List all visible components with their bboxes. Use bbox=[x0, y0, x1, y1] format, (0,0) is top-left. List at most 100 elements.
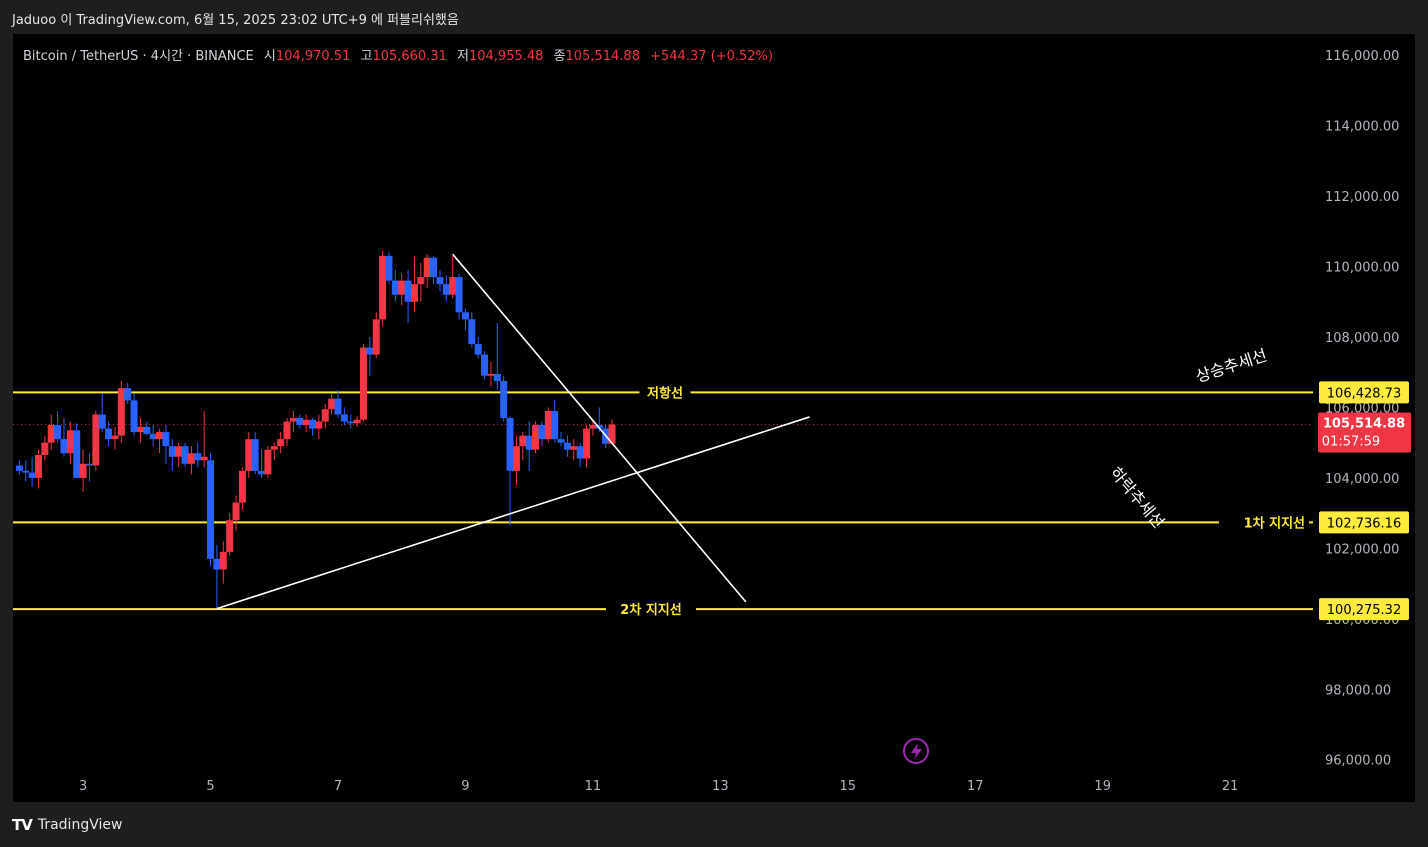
candle-body bbox=[506, 418, 514, 471]
top-bar: Jaduoo 이 TradingView.com, 6월 15, 2025 23… bbox=[0, 0, 1428, 34]
candle-body bbox=[47, 425, 55, 443]
candle-body bbox=[468, 319, 476, 345]
legend-high-label: 고 bbox=[360, 49, 373, 64]
level-price-label: 106,428.73 bbox=[1327, 386, 1401, 401]
chart-area[interactable]: 96,000.00 98,000.00 100,000.00 102,000.00 10… bbox=[13, 34, 1415, 802]
candle-body bbox=[168, 446, 176, 457]
candle-body bbox=[436, 277, 444, 285]
candle-body bbox=[519, 435, 527, 447]
candle-body bbox=[359, 347, 367, 420]
candle-body bbox=[60, 439, 68, 454]
level-label: 저항선 bbox=[647, 385, 683, 401]
candle-body bbox=[563, 442, 571, 450]
candle-body bbox=[187, 453, 195, 464]
candle-body bbox=[487, 373, 495, 376]
candle-body bbox=[181, 446, 189, 464]
price-chart[interactable]: 96,000.0098,000.00100,000.00102,000.0010… bbox=[13, 34, 1415, 802]
candle-body bbox=[117, 388, 125, 436]
candle-body bbox=[321, 409, 329, 422]
candle-body bbox=[589, 425, 597, 429]
level-label: 1차 지지선 bbox=[1244, 515, 1305, 531]
candle-body bbox=[474, 344, 482, 355]
legend-low: 104,955.48 bbox=[468, 49, 544, 64]
y-tick-label: 102,000.00 bbox=[1325, 542, 1399, 557]
candle-body bbox=[105, 428, 113, 440]
candle-body bbox=[143, 426, 151, 434]
candle-body bbox=[544, 410, 552, 440]
candle-body bbox=[315, 421, 323, 429]
candle-body bbox=[512, 446, 520, 471]
candle-body bbox=[162, 432, 170, 447]
price-countdown-label: 01:57:59 bbox=[1322, 435, 1380, 450]
candle-body bbox=[79, 463, 87, 478]
lightning-icon-ring bbox=[903, 738, 929, 764]
candle-body bbox=[334, 398, 342, 415]
y-tick-label: 108,000.00 bbox=[1325, 331, 1399, 346]
lightning-icon-bolt bbox=[911, 743, 922, 760]
candle-body bbox=[277, 439, 285, 447]
candle-body bbox=[130, 400, 138, 433]
publish-info: Jaduoo 이 TradingView.com, 6월 15, 2025 23… bbox=[12, 13, 459, 28]
x-tick-label: 13 bbox=[712, 779, 729, 794]
candle-body bbox=[461, 312, 469, 320]
level-price-label: 100,275.32 bbox=[1327, 603, 1401, 618]
level-price-tag bbox=[1319, 511, 1409, 534]
candle-body bbox=[207, 460, 215, 559]
lightning-icon[interactable] bbox=[903, 738, 929, 764]
candle-body bbox=[449, 277, 457, 295]
candle-body bbox=[576, 446, 584, 459]
candle-body bbox=[28, 472, 36, 478]
tradingview-logo[interactable]: TV TradingView bbox=[12, 816, 122, 834]
candle-body bbox=[283, 421, 291, 440]
candle-body bbox=[156, 432, 164, 440]
candle-body bbox=[538, 425, 546, 440]
candle-body bbox=[22, 470, 30, 473]
candle-body bbox=[309, 419, 317, 429]
candle-body bbox=[66, 430, 74, 454]
candle-body bbox=[398, 280, 406, 295]
trendline bbox=[216, 416, 810, 610]
legend-low-label: 저 bbox=[457, 49, 469, 64]
y-tick-label: 104,000.00 bbox=[1325, 472, 1399, 487]
candle-body bbox=[111, 435, 119, 440]
candle-body bbox=[391, 280, 399, 295]
last-price-label: 105,514.88 bbox=[1323, 417, 1405, 432]
candle-body bbox=[525, 435, 533, 450]
legend-close: 105,514.88 bbox=[565, 49, 640, 64]
x-tick-label: 9 bbox=[461, 779, 469, 794]
y-tick-label: 114,000.00 bbox=[1325, 120, 1399, 135]
candle-body bbox=[379, 255, 387, 320]
candle-body bbox=[270, 446, 278, 450]
level-price-tag bbox=[1319, 598, 1409, 621]
y-tick-label: 98,000.00 bbox=[1325, 683, 1391, 698]
candle-body bbox=[124, 388, 132, 401]
legend-change: +544.37 (+0.52%) bbox=[650, 49, 773, 64]
x-tick-label: 15 bbox=[840, 779, 857, 794]
candle-body bbox=[481, 354, 489, 376]
candle-body bbox=[347, 421, 355, 424]
legend-close-label: 종 bbox=[553, 49, 566, 64]
candle-body bbox=[175, 446, 183, 457]
candle-body bbox=[149, 433, 157, 440]
x-tick-label: 7 bbox=[334, 779, 342, 794]
candle-body bbox=[34, 454, 42, 478]
x-tick-label: 17 bbox=[967, 779, 984, 794]
candle-body bbox=[551, 410, 559, 440]
candle-body bbox=[353, 419, 361, 424]
candle-body bbox=[85, 463, 93, 466]
y-tick-label: 116,000.00 bbox=[1325, 49, 1399, 64]
level-price-tag bbox=[1319, 381, 1409, 404]
candle-body bbox=[296, 418, 304, 426]
candle-body bbox=[251, 439, 259, 471]
x-tick-label: 21 bbox=[1222, 779, 1239, 794]
legend-symbol: Bitcoin / TetherUS · 4시간 · BINANCE bbox=[23, 49, 254, 64]
legend-open-label: 시 bbox=[263, 49, 276, 64]
candle-body bbox=[289, 418, 297, 422]
candle-body bbox=[493, 373, 501, 382]
candle-body bbox=[73, 430, 81, 478]
candle-body bbox=[15, 465, 23, 471]
trendline-label: 상승추세선 bbox=[1193, 345, 1269, 386]
candle-body bbox=[264, 449, 272, 475]
x-tick-label: 19 bbox=[1094, 779, 1111, 794]
candle-body bbox=[232, 502, 240, 521]
